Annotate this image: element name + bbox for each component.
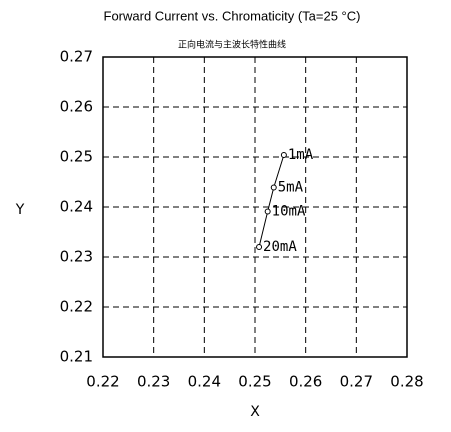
point-label: 1mA xyxy=(288,147,314,163)
data-point xyxy=(280,152,287,158)
data-point xyxy=(264,208,271,215)
y-tick-label: 0.22 xyxy=(60,298,93,316)
chart-title: Forward Current vs. Chromaticity (Ta=25 … xyxy=(104,8,361,23)
x-tick-label: 0.23 xyxy=(137,373,170,391)
x-tick-label: 0.24 xyxy=(188,373,221,391)
y-tick-label: 0.25 xyxy=(60,148,93,166)
point-label: 20mA xyxy=(263,239,297,255)
x-tick-label: 0.28 xyxy=(390,373,423,391)
x-tick-label: 0.27 xyxy=(340,373,373,391)
plot-frame xyxy=(102,56,408,358)
x-tick-label: 0.22 xyxy=(86,373,119,391)
x-tick-label: 0.25 xyxy=(238,373,271,391)
data-line xyxy=(258,154,285,248)
data-point xyxy=(256,244,263,250)
point-label: 5mA xyxy=(278,180,304,196)
y-tick-label: 0.27 xyxy=(60,48,93,66)
x-axis-label: X xyxy=(250,404,260,420)
y-tick-label: 0.21 xyxy=(60,348,93,366)
y-axis-label: Y xyxy=(15,202,25,218)
x-tick-label: 0.26 xyxy=(289,373,322,391)
point-label: 10mA xyxy=(272,204,306,220)
chart-subtitle: 正向电流与主波长特性曲线 xyxy=(178,39,286,51)
y-tick-label: 0.26 xyxy=(60,98,93,116)
data-point xyxy=(270,184,277,191)
y-tick-label: 0.24 xyxy=(60,198,93,216)
y-tick-label: 0.23 xyxy=(60,248,93,266)
